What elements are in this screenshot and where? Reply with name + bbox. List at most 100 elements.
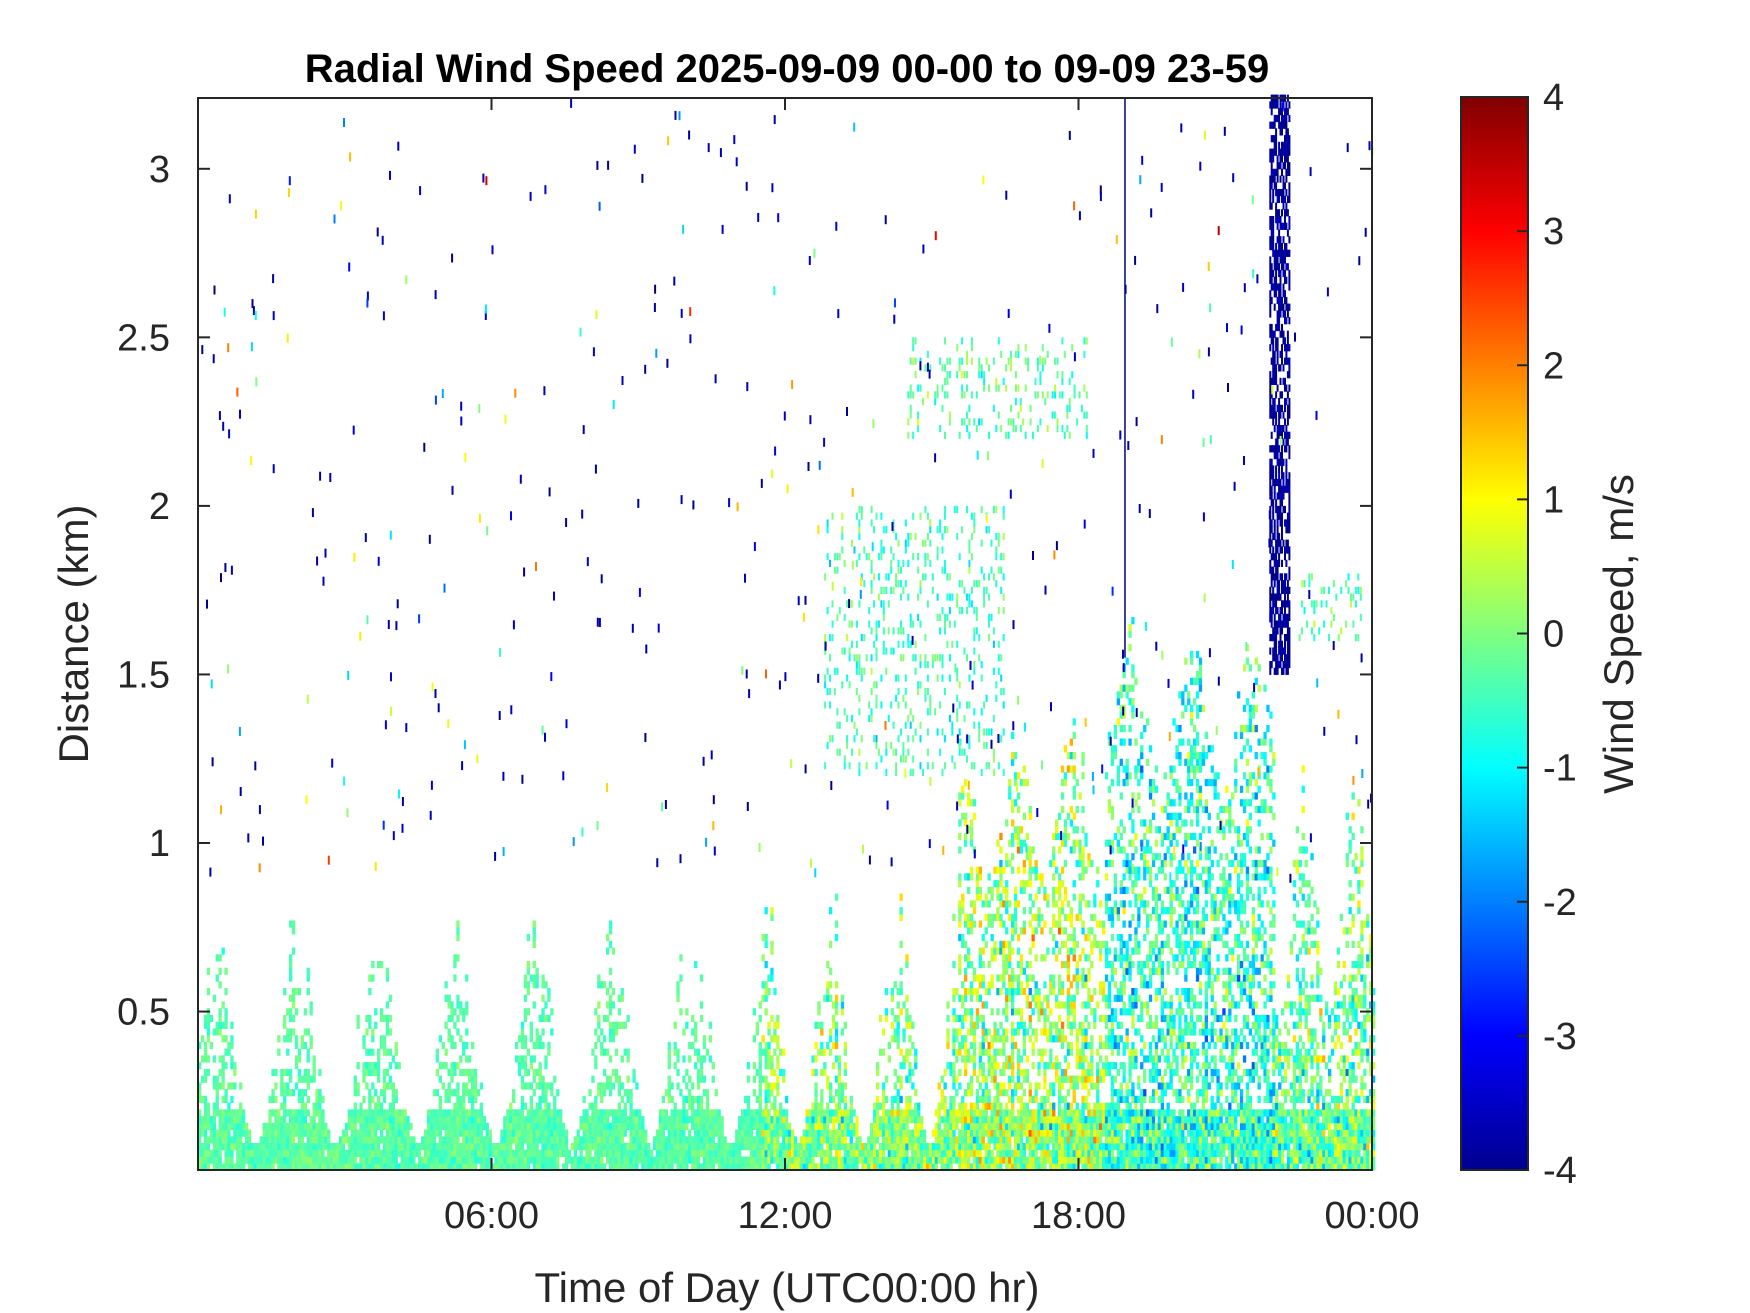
- heatmap-cell: [1125, 954, 1129, 962]
- heatmap-cell: [984, 913, 988, 921]
- heatmap-cell: [377, 1116, 381, 1124]
- heatmap-cell: [476, 1129, 481, 1137]
- heatmap-cell: [993, 1048, 997, 1056]
- heatmap-cell: [820, 1129, 824, 1137]
- heatmap-cell: [324, 1143, 328, 1151]
- heatmap-cell: [776, 1062, 780, 1070]
- heatmap-cell: [400, 1116, 404, 1124]
- heatmap-cell: [1122, 1001, 1126, 1009]
- heatmap-cell: [990, 886, 994, 894]
- heatmap-cell: [1063, 1122, 1068, 1130]
- heatmap-cell: [468, 1149, 472, 1157]
- heatmap-cell: [441, 1143, 445, 1151]
- heatmap-cell: [462, 1008, 466, 1016]
- heatmap-cell: [990, 1008, 994, 1016]
- heatmap-cell: [283, 1116, 287, 1124]
- heatmap-cell: [996, 880, 1000, 888]
- heatmap-cell: [1143, 819, 1147, 827]
- heatmap-cell: [306, 1028, 310, 1036]
- heatmap-cell: [1134, 988, 1138, 996]
- heatmap-cell: [1104, 1149, 1109, 1157]
- heatmap-cell: [717, 1163, 721, 1171]
- heatmap-cell: [952, 1149, 956, 1157]
- heatmap-cell: [585, 1149, 589, 1157]
- heatmap-cell: [688, 1095, 692, 1103]
- heatmap-cell: [723, 1143, 727, 1151]
- heatmap-cell: [424, 1149, 428, 1157]
- heatmap-cell: [905, 1143, 909, 1151]
- heatmap-cell: [614, 1149, 619, 1157]
- heatmap-cell: [271, 1136, 275, 1144]
- heatmap-cell: [832, 1041, 836, 1050]
- heatmap-cell: [1069, 752, 1073, 760]
- heatmap-cell: [1066, 1163, 1071, 1171]
- heatmap-cell: [1093, 893, 1097, 901]
- heatmap-cell: [591, 1048, 595, 1056]
- heatmap-cell: [946, 1001, 950, 1009]
- heatmap-cell: [385, 1116, 390, 1124]
- heatmap-cell: [961, 1163, 965, 1171]
- heatmap-cell: [1052, 1122, 1056, 1130]
- heatmap-cell: [538, 1041, 542, 1050]
- heatmap-cell: [1072, 1008, 1076, 1016]
- heatmap-cell: [1084, 981, 1088, 989]
- heatmap-cell: [738, 1116, 742, 1124]
- heatmap-cell: [1140, 1014, 1144, 1023]
- heatmap-cell: [286, 1136, 290, 1144]
- heatmap-cell: [984, 940, 988, 948]
- heatmap-cell: [289, 1008, 293, 1016]
- heatmap-cell: [1148, 846, 1153, 854]
- heatmap-cell: [212, 1156, 216, 1164]
- heatmap-cell: [972, 1109, 977, 1117]
- heatmap-cell: [242, 1122, 246, 1130]
- heatmap-cell: [949, 1136, 953, 1144]
- heatmap-cell: [277, 1109, 281, 1117]
- heatmap-cell: [993, 1122, 997, 1130]
- heatmap-cell: [667, 1143, 671, 1151]
- heatmap-cell: [999, 1136, 1003, 1144]
- heatmap-cell: [1078, 1055, 1082, 1063]
- heatmap-cell: [1072, 940, 1076, 948]
- heatmap-cell: [344, 1122, 349, 1130]
- heatmap-cell: [770, 907, 774, 915]
- heatmap-cell: [341, 1129, 346, 1137]
- heatmap-cell: [1131, 792, 1135, 800]
- heatmap-cell: [864, 1149, 868, 1157]
- heatmap-cell: [667, 1048, 671, 1056]
- heatmap-cell: [773, 1136, 777, 1144]
- heatmap-cell: [1131, 1082, 1135, 1090]
- heatmap-cell: [468, 1068, 472, 1077]
- heatmap-cell: [881, 1116, 886, 1124]
- heatmap-cell: [688, 1102, 692, 1110]
- heatmap-cell: [1119, 738, 1123, 746]
- heatmap-cell: [553, 1149, 557, 1157]
- heatmap-cell: [365, 1156, 369, 1164]
- heatmap-cell: [967, 1129, 971, 1137]
- heatmap-cell: [544, 1136, 548, 1144]
- heatmap-cell: [277, 1136, 281, 1144]
- heatmap-cell: [600, 1095, 604, 1103]
- heatmap-cell: [371, 1149, 375, 1157]
- heatmap-cell: [961, 1014, 965, 1023]
- heatmap-cell: [221, 1062, 225, 1070]
- heatmap-cell: [823, 1122, 827, 1130]
- heatmap-cell: [826, 1156, 830, 1164]
- heatmap-cell: [1087, 1122, 1091, 1130]
- heatmap-cell: [500, 1149, 504, 1157]
- heatmap-cell: [679, 1163, 683, 1171]
- heatmap-cell: [1119, 886, 1123, 894]
- heatmap-cell: [1055, 940, 1059, 948]
- heatmap-cell: [981, 1001, 985, 1009]
- heatmap-cell: [608, 967, 613, 975]
- heatmap-cell: [1081, 1075, 1085, 1083]
- heatmap-cell: [450, 1129, 454, 1137]
- heatmap-cell: [705, 1109, 710, 1117]
- heatmap-cell: [1019, 1116, 1024, 1124]
- heatmap-cell: [670, 1082, 674, 1090]
- heatmap-cell: [567, 1156, 572, 1164]
- heatmap-cell: [922, 1136, 927, 1144]
- heatmap-cell: [579, 1116, 583, 1124]
- heatmap-cell: [303, 1143, 307, 1151]
- heatmap-cell: [271, 1068, 275, 1077]
- heatmap-cell: [699, 1062, 704, 1070]
